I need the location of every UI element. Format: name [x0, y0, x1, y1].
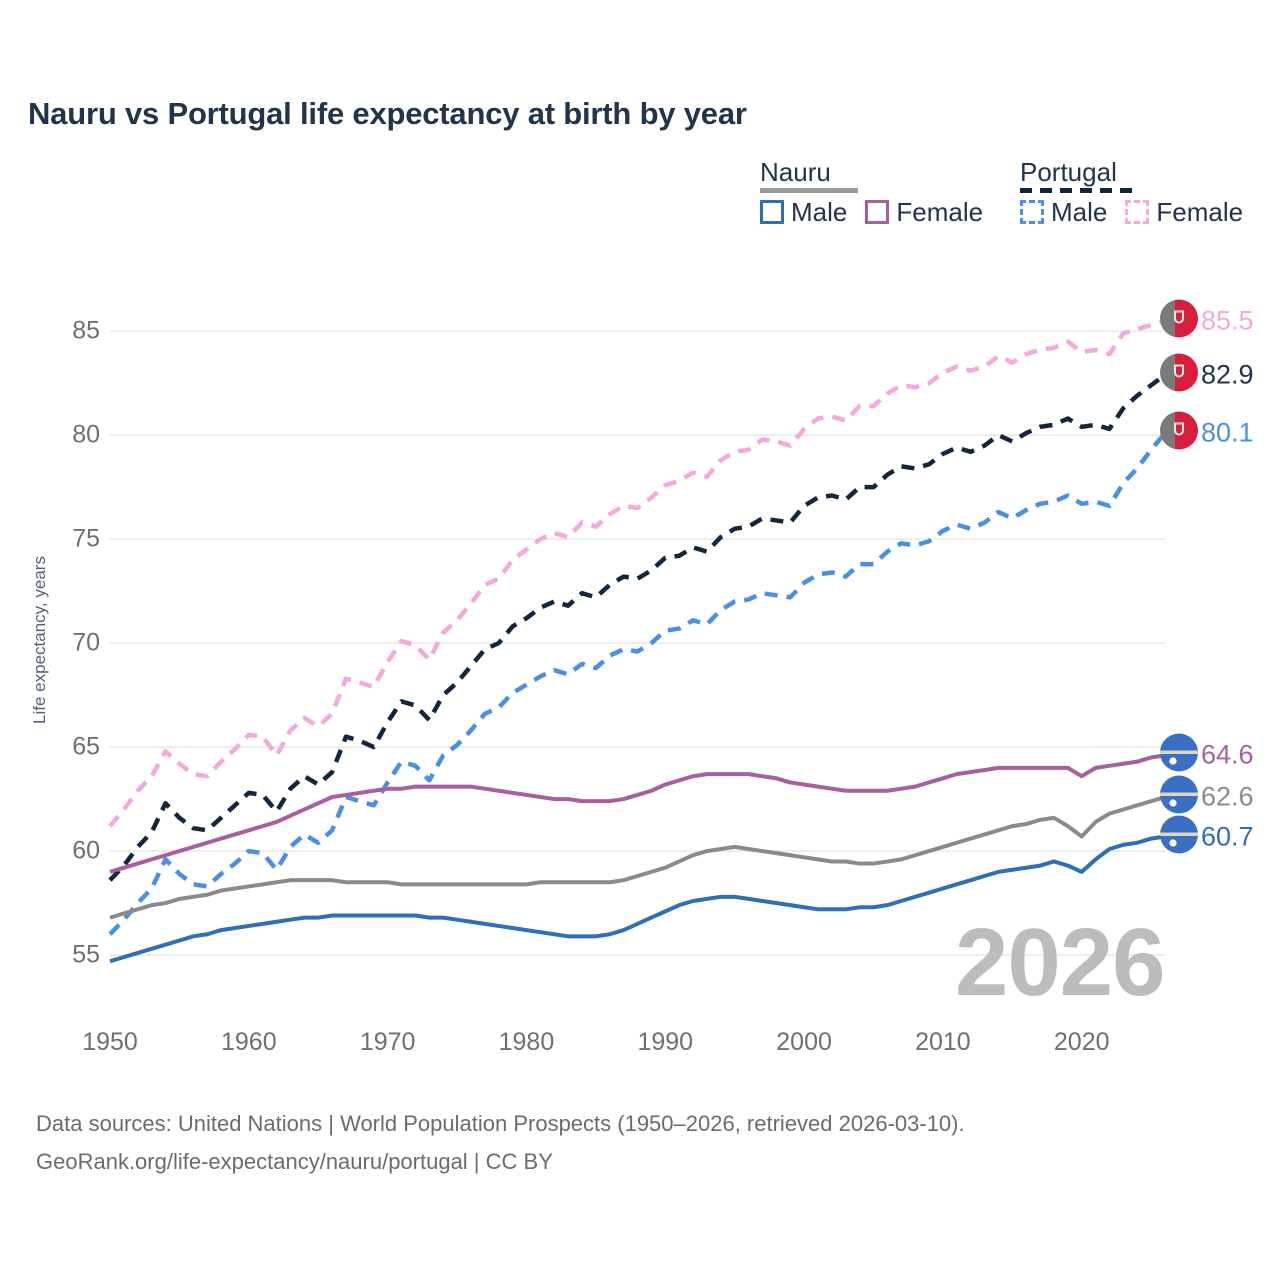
legend-group-rule-portugal [1020, 188, 1132, 193]
legend-item-portugal-female[interactable]: Female [1125, 199, 1243, 225]
legend-item-portugal-male[interactable]: Male [1020, 199, 1107, 225]
portugal-flag-icon [1159, 298, 1199, 343]
legend-swatch-icon [1125, 200, 1150, 224]
legend-item-nauru-male[interactable]: Male [760, 199, 847, 225]
nauru-flag-icon [1159, 814, 1199, 859]
footer-credits: Data sources: United Nations | World Pop… [36, 1105, 1236, 1181]
end-value-label-nauru-male: 60.7 [1201, 821, 1254, 851]
nauru-flag-icon [1159, 775, 1199, 820]
nauru-flag-icon [1159, 733, 1199, 778]
legend-items: Male Female [760, 199, 1020, 225]
legend-group-rule-nauru [760, 188, 858, 193]
series-line-nauru-male [109, 834, 1166, 964]
end-value-label-nauru-total: 62.6 [1201, 781, 1254, 812]
end-value-label-portugal-female: 85.5 [1201, 305, 1254, 336]
x-axis-ticks: 1950 1960 1970 1980 1990 2000 2010 2020 [82, 1028, 1165, 1068]
x-tick-label: 1970 [359, 1028, 416, 1056]
footer-line-url[interactable]: GeoRank.org/life-expectancy/nauru/portug… [36, 1149, 553, 1174]
x-tick-label: 1990 [637, 1028, 694, 1056]
plot-area [108, 300, 1167, 980]
year-watermark: 2026 [955, 909, 1166, 1016]
legend-group-nauru: Nauru Male Female [760, 158, 1020, 225]
legend-group-portugal: Portugal Male Female [1020, 158, 1260, 225]
legend-item-nauru-female[interactable]: Female [865, 199, 983, 225]
y-tick-label: 80 [72, 420, 100, 449]
series-line-portugal-male [108, 431, 1167, 936]
legend-items: Male Female [1020, 199, 1260, 225]
series-line-portugal-total [108, 373, 1167, 882]
legend-group-title-nauru: Nauru [760, 157, 831, 187]
series-line-nauru-total [109, 795, 1166, 920]
end-value-label-portugal-male: 80.1 [1201, 417, 1254, 448]
footer-line-sources: Data sources: United Nations | World Pop… [36, 1111, 965, 1136]
legend-item-label: Female [896, 197, 984, 227]
x-tick-label: 2000 [776, 1028, 832, 1056]
y-axis-label: Life expectancy, years [30, 556, 49, 724]
y-tick-label: 70 [72, 628, 100, 657]
series-line-nauru-female [109, 753, 1166, 874]
end-value-label-portugal-total: 82.9 [1201, 359, 1254, 390]
chart-legend: Nauru Male Female Portugal Male Female [760, 158, 1260, 225]
legend-group-title-portugal: Portugal [1020, 157, 1117, 187]
legend-item-label: Male [1051, 197, 1108, 227]
y-tick-label: 75 [72, 524, 100, 553]
y-tick-label: 85 [72, 316, 100, 345]
series-line-portugal-female [108, 318, 1166, 828]
page-title: Nauru vs Portugal life expectancy at bir… [28, 96, 747, 131]
portugal-flag-icon [1159, 352, 1199, 397]
x-tick-label: 2010 [915, 1028, 971, 1056]
legend-item-label: Female [1156, 197, 1244, 227]
legend-swatch-icon [1020, 200, 1044, 224]
x-tick-label: 1980 [498, 1028, 555, 1056]
legend-swatch-icon [865, 200, 890, 224]
x-tick-label: 1960 [221, 1028, 277, 1056]
y-tick-label: 65 [72, 732, 100, 761]
y-tick-label: 60 [72, 836, 100, 865]
y-axis-ticks: 55 60 65 70 75 80 85 [40, 300, 100, 980]
portugal-flag-icon [1159, 411, 1199, 456]
legend-item-label: Male [791, 197, 848, 227]
legend-swatch-icon [760, 200, 784, 224]
x-tick-label: 2020 [1053, 1028, 1110, 1056]
y-tick-label: 55 [72, 940, 100, 969]
end-value-label-nauru-female: 64.6 [1201, 739, 1254, 770]
x-tick-label: 1950 [82, 1028, 138, 1056]
